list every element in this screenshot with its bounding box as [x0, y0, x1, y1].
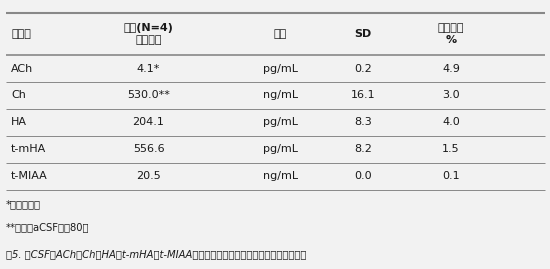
Text: 4.0: 4.0: [442, 117, 460, 128]
Text: 16.1: 16.1: [351, 90, 375, 101]
Text: SD: SD: [354, 29, 372, 39]
Text: HA: HA: [11, 117, 27, 128]
Text: Ch: Ch: [11, 90, 26, 101]
Text: 平均(N=4)
计算浓度: 平均(N=4) 计算浓度: [124, 23, 173, 45]
Text: pg/mL: pg/mL: [263, 117, 298, 128]
Text: *低于定量限: *低于定量限: [6, 199, 41, 209]
Text: ng/mL: ng/mL: [263, 90, 298, 101]
Text: pg/mL: pg/mL: [263, 63, 298, 74]
Text: 530.0**: 530.0**: [127, 90, 170, 101]
Text: 8.2: 8.2: [354, 144, 372, 154]
Text: 1.5: 1.5: [442, 144, 460, 154]
Text: 3.0: 3.0: [442, 90, 460, 101]
Text: ACh: ACh: [11, 63, 33, 74]
Text: pg/mL: pg/mL: [263, 144, 298, 154]
Text: t-MIAA: t-MIAA: [11, 171, 48, 181]
Text: 4.9: 4.9: [442, 63, 460, 74]
Text: 20.5: 20.5: [136, 171, 161, 181]
Text: 单位: 单位: [274, 29, 287, 39]
Text: 204.1: 204.1: [133, 117, 164, 128]
Text: ng/mL: ng/mL: [263, 171, 298, 181]
Text: 556.6: 556.6: [133, 144, 164, 154]
Text: 8.3: 8.3: [354, 117, 372, 128]
Text: 变异系数
%: 变异系数 %: [438, 23, 464, 45]
Text: 0.1: 0.1: [442, 171, 460, 181]
Text: 化合物: 化合物: [11, 29, 31, 39]
Text: 4.1*: 4.1*: [137, 63, 160, 74]
Text: t-mHA: t-mHA: [11, 144, 46, 154]
Text: 表5. 人CSF中ACh、Ch、HA、t-mHA和t-MIAA各自的内源性基底水平的平均测定值汇总。: 表5. 人CSF中ACh、Ch、HA、t-mHA和t-MIAA各自的内源性基底水…: [6, 249, 306, 259]
Text: 0.2: 0.2: [354, 63, 372, 74]
Text: **样品用aCSF稀释80倍: **样品用aCSF稀释80倍: [6, 222, 89, 232]
Text: 0.0: 0.0: [354, 171, 372, 181]
